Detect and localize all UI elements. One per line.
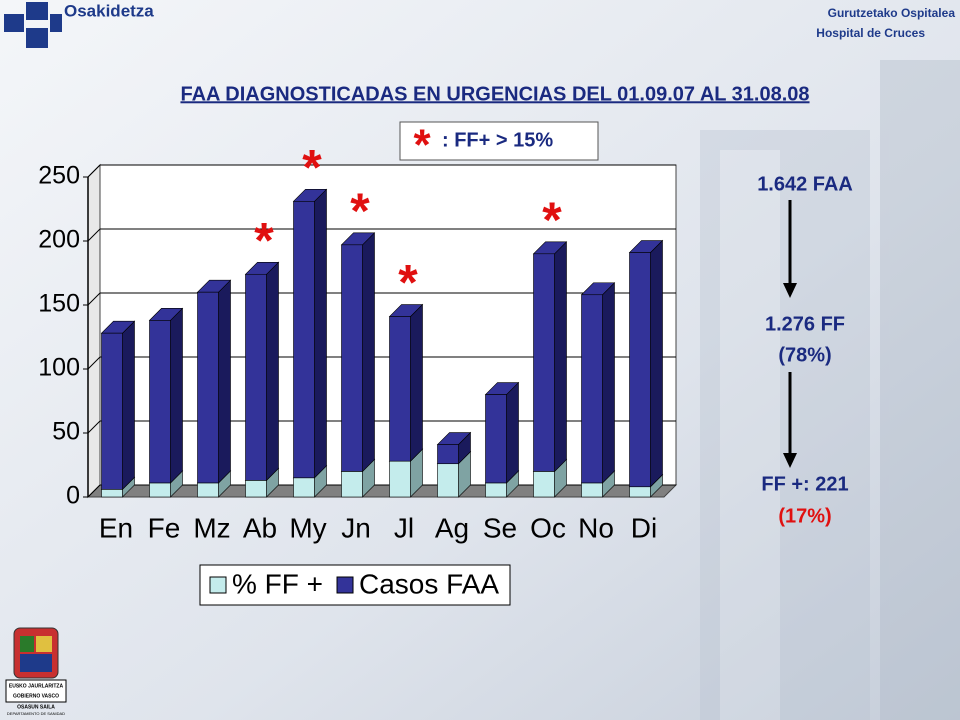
legend-swatch	[209, 576, 227, 594]
brand: Osakidetza	[64, 1, 154, 20]
gov-line3: OSASUN SAILA	[17, 704, 55, 710]
side-wall	[87, 163, 101, 499]
bar-side	[314, 188, 327, 479]
grid-side	[87, 356, 101, 370]
bar	[389, 316, 411, 462]
bar	[581, 294, 603, 484]
annotation: *	[302, 140, 322, 196]
summary-ff: 1.276 FF	[765, 313, 845, 335]
building-decor	[700, 60, 960, 720]
hospital-eu: Gurutzetako Ospitalea	[828, 6, 956, 20]
y-tick-label: 200	[38, 226, 80, 254]
annotation: *	[254, 212, 274, 268]
x-tick-label: Di	[631, 512, 657, 543]
summary-ff-pct: (78%)	[778, 344, 831, 366]
bar	[245, 480, 267, 498]
bar	[341, 471, 363, 498]
y-tick-label: 50	[52, 418, 80, 446]
legend-swatch	[336, 576, 354, 594]
bar	[197, 482, 219, 498]
bar	[149, 482, 171, 498]
gov-line1: EUSKO JAURLARITZA	[9, 683, 64, 689]
y-tick-label: 0	[66, 482, 80, 510]
bar	[341, 244, 363, 472]
note-text: : FF+ > 15%	[442, 129, 553, 151]
bar-side	[266, 261, 279, 482]
bar-side	[554, 241, 567, 473]
annotation: *	[398, 255, 418, 311]
summary-total: 1.642 FAA	[757, 173, 853, 195]
bar	[485, 482, 507, 498]
bar-side	[362, 232, 375, 473]
osakidetza-logo: Osakidetza	[4, 1, 154, 48]
bar-side	[410, 303, 423, 462]
legend-box	[199, 564, 511, 606]
x-tick-label: Mz	[193, 512, 230, 543]
bar	[485, 394, 507, 484]
bar	[533, 471, 555, 498]
x-tick-label: Ab	[243, 512, 277, 543]
x-tick-label: Jl	[394, 512, 414, 543]
bar-side	[506, 381, 519, 484]
x-tick-label: Fe	[148, 512, 181, 543]
gov-line4: DEPARTAMENTO DE SANIDAD	[7, 711, 65, 716]
bar	[197, 291, 219, 484]
bar	[149, 320, 171, 484]
y-tick-label: 100	[38, 354, 80, 382]
bar-side	[218, 279, 231, 484]
bar	[101, 489, 123, 498]
bar	[437, 444, 459, 465]
x-tick-label: Se	[483, 512, 517, 543]
bar	[245, 273, 267, 481]
hospital-es: Hospital de Cruces	[816, 26, 925, 40]
x-tick-label: En	[99, 512, 133, 543]
legend-label: % FF +	[232, 568, 323, 599]
x-tick-label: No	[578, 512, 614, 543]
x-tick-label: My	[289, 512, 326, 543]
summary-ff-pos-pct: (17%)	[778, 505, 831, 527]
bar	[581, 482, 603, 498]
grid-side	[87, 420, 101, 434]
annotation: *	[350, 183, 370, 239]
bar-side	[650, 239, 663, 488]
bar	[293, 201, 315, 479]
flow-arrows	[783, 200, 797, 468]
x-tick-label: Jn	[341, 512, 371, 543]
chart: 0 50 100 150 200 250 En Fe Mz Ab * My * Jn * Jl * Ag Se Oc *…	[38, 140, 678, 606]
bar	[533, 253, 555, 472]
bar-side	[602, 282, 615, 484]
gov-logo: EUSKO JAURLARITZA GOBIERNO VASCO OSASUN …	[5, 627, 67, 716]
x-tick-label: Ag	[435, 512, 469, 543]
annotation: *	[542, 192, 562, 248]
bar	[293, 477, 315, 498]
summary-ff-pos: FF +: 221	[761, 473, 848, 495]
y-tick-label: 150	[38, 290, 80, 318]
x-tick-label: Oc	[530, 512, 566, 543]
note-box	[399, 121, 599, 161]
legend-label: Casos FAA	[359, 568, 499, 599]
gov-line2: GOBIERNO VASCO	[13, 693, 59, 699]
grid-side	[87, 228, 101, 242]
bar	[389, 460, 411, 498]
bar	[629, 252, 651, 488]
bar	[101, 332, 123, 490]
grid-side	[87, 484, 101, 498]
bar-side	[122, 320, 135, 491]
bar	[629, 486, 651, 498]
grid-side	[87, 164, 101, 178]
chart-title: FAA DIAGNOSTICADAS EN URGENCIAS DEL 01.0…	[180, 83, 809, 105]
note-symbol: *	[413, 121, 431, 170]
y-tick-label: 250	[38, 162, 80, 190]
bar	[437, 463, 459, 498]
bar-side	[170, 307, 183, 484]
grid-side	[87, 292, 101, 306]
